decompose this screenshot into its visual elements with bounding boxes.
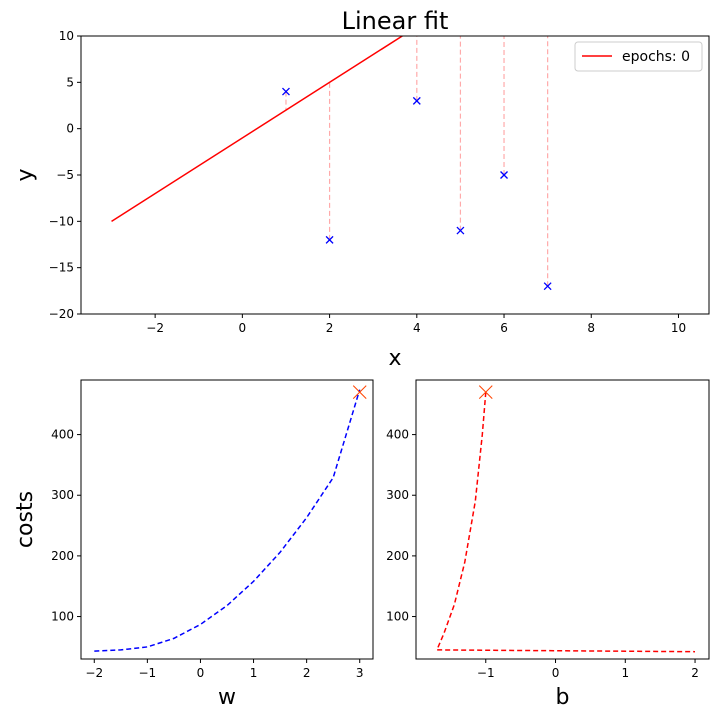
current-cost-marker-stroke xyxy=(352,385,367,399)
y-tick-label: 300 xyxy=(51,488,74,502)
y-axis-label: y xyxy=(13,168,38,181)
data-point-stroke xyxy=(282,87,290,96)
x-tick-label: −1 xyxy=(477,666,495,680)
data-point xyxy=(412,96,421,105)
fit-axes-frame xyxy=(80,35,710,315)
y-tick-label: 200 xyxy=(51,549,74,563)
x-tick-label: −2 xyxy=(85,666,103,680)
x-tick-label: 6 xyxy=(500,321,508,335)
fit-line xyxy=(111,36,404,222)
x-tick-label: −2 xyxy=(146,321,164,335)
data-point xyxy=(500,171,508,179)
y-tick-label: 300 xyxy=(386,488,409,502)
x-axis-label: b xyxy=(556,685,570,710)
y-tick-label: 400 xyxy=(386,428,409,442)
legend: epochs: 0 xyxy=(574,41,703,72)
x-axis-label: w xyxy=(218,685,236,710)
y-tick-label: 100 xyxy=(51,610,74,624)
y-tick-label: −10 xyxy=(49,214,74,228)
data-point xyxy=(282,87,290,96)
x-tick-label: 2 xyxy=(691,666,699,680)
x-tick-label: 1 xyxy=(621,666,629,680)
data-point-stroke xyxy=(543,282,552,291)
data-point-stroke xyxy=(456,226,465,235)
data-point-stroke xyxy=(500,171,508,179)
data-point-stroke xyxy=(412,96,421,105)
y-tick-label: 100 xyxy=(386,610,409,624)
x-tick-label: 4 xyxy=(413,321,421,335)
y-tick-label: −5 xyxy=(56,168,74,182)
cost-axes-frame-w xyxy=(80,379,374,660)
x-tick-label: −1 xyxy=(139,666,157,680)
data-point xyxy=(325,235,334,244)
y-tick-label: 0 xyxy=(66,122,74,136)
data-point xyxy=(543,282,552,291)
y-tick-label: −15 xyxy=(49,261,74,275)
x-tick-label: 0 xyxy=(239,321,247,335)
y-tick-label: 400 xyxy=(51,428,74,442)
fit-plot-area xyxy=(111,36,552,291)
x-tick-label: 1 xyxy=(250,666,258,680)
legend-label: epochs: 0 xyxy=(622,49,690,65)
x-tick-label: 10 xyxy=(671,321,686,335)
x-tick-label: 0 xyxy=(197,666,205,680)
x-tick-label: 8 xyxy=(587,321,595,335)
x-tick-label: 3 xyxy=(356,666,364,680)
current-cost-marker xyxy=(478,385,493,399)
y-tick-label: 10 xyxy=(59,29,74,43)
x-tick-label: 2 xyxy=(326,321,334,335)
x-tick-label: 2 xyxy=(303,666,311,680)
x-tick-label: 0 xyxy=(552,666,560,680)
current-cost-marker xyxy=(352,385,367,399)
legend-box xyxy=(574,41,703,72)
x-axis-label: x xyxy=(388,346,401,371)
y-axis-label: costs xyxy=(13,491,38,548)
cost-curve-w xyxy=(94,389,361,652)
cost-axes-frame-b xyxy=(415,379,710,660)
cost-curve-b xyxy=(435,392,696,653)
chart-title: Linear fit xyxy=(342,7,449,35)
y-tick-label: −20 xyxy=(49,307,74,321)
y-tick-label: 5 xyxy=(66,75,74,89)
y-tick-label: 200 xyxy=(386,549,409,563)
data-point-stroke xyxy=(325,235,334,244)
current-cost-marker-stroke xyxy=(478,385,493,399)
data-point xyxy=(456,226,465,235)
